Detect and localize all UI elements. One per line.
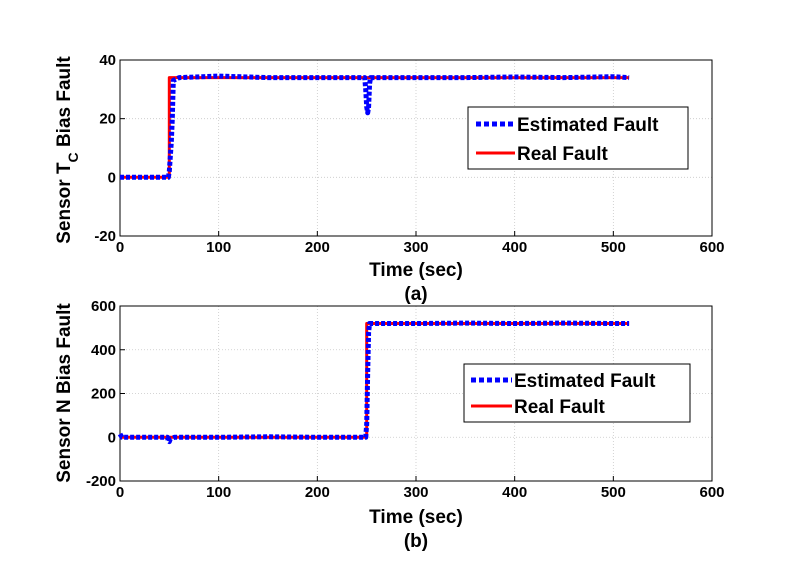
panel-caption: (b) [404,531,428,552]
x-axis-label: Time (sec) [369,260,463,281]
y-axis-label-main: Sensor N Bias Fault [54,303,75,483]
x-tick-labels: 0 100 200 300 400 500 600 [116,239,725,256]
legend-label-real: Real Fault [514,397,605,418]
x-tick-label: 100 [206,239,231,256]
y-tick-label: -200 [86,473,116,490]
y-tick-label: 0 [108,429,116,446]
y-axis-label: Sensor TC Bias Fault [54,56,81,244]
legend-label-estimated: Estimated Fault [514,371,656,392]
legend-box [467,106,689,170]
x-tick-label: 300 [403,484,428,501]
legend: Estimated Fault Real Fault [463,363,691,423]
y-tick-label: 400 [91,342,116,359]
x-tick-label: 400 [502,484,527,501]
y-tick-label: 40 [99,52,116,69]
y-axis-label-subscript: C [65,152,81,162]
x-tick-label: 0 [116,484,124,501]
y-axis-label: Sensor N Bias Fault [54,303,75,483]
x-tick-labels: 0 100 200 300 400 500 600 [116,484,725,501]
legend: Estimated Fault Real Fault [467,106,689,170]
series-lines [120,73,630,180]
x-tick-label: 100 [206,484,231,501]
y-axis-label-main: Sensor T [54,162,75,244]
plot-area-frame [119,305,713,482]
y-axis-label-rest: Bias Fault [54,56,75,153]
x-tick-label: 600 [699,239,724,256]
y-tick-label: 0 [108,169,116,186]
y-tick-label: 600 [91,298,116,315]
y-tick-labels: -200 0 200 400 600 [86,298,116,490]
y-tick-label: 20 [99,111,116,128]
y-tick-label: 200 [91,386,116,403]
plot-area-frame [119,59,713,237]
y-tick-label: -20 [94,228,116,245]
series-estimated-fault-line [120,73,630,180]
x-tick-label: 500 [601,239,626,256]
x-tick-label: 0 [116,239,124,256]
x-tick-label: 400 [502,239,527,256]
series-lines [117,320,630,445]
legend-box [463,363,691,423]
x-tick-label: 600 [699,484,724,501]
y-tick-labels: -20 0 20 40 [94,52,116,245]
x-axis-label: Time (sec) [369,507,463,528]
x-tick-label: 200 [305,484,330,501]
series-estimated-fault-line [117,320,630,445]
x-tick-label: 500 [601,484,626,501]
panel-caption: (a) [404,284,427,305]
legend-label-real: Real Fault [517,144,608,165]
x-tick-label: 200 [305,239,330,256]
legend-label-estimated: Estimated Fault [517,115,659,136]
x-tick-label: 300 [403,239,428,256]
